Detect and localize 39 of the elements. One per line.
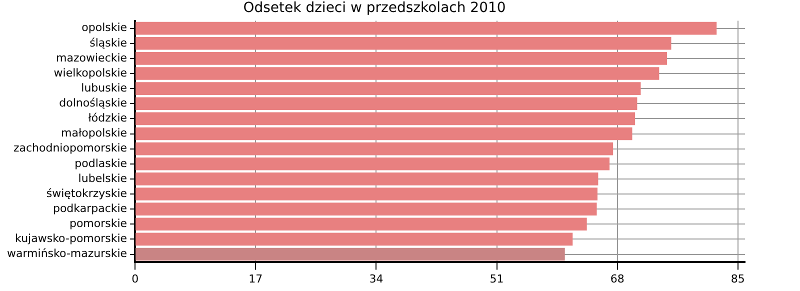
bar xyxy=(136,232,573,246)
bar xyxy=(136,127,632,140)
bar xyxy=(136,36,672,50)
y-tick-label: dolnośląskie xyxy=(59,96,128,110)
bar xyxy=(136,248,565,261)
bar xyxy=(136,112,636,126)
y-tick-label: zachodniopomorskie xyxy=(13,142,128,155)
y-tick-label: świętokrzyskie xyxy=(46,186,128,200)
bar xyxy=(136,142,614,156)
bar xyxy=(136,82,641,95)
x-tick-label: 17 xyxy=(248,272,263,286)
y-tick-label: podlaskie xyxy=(74,156,128,170)
bar xyxy=(136,188,598,200)
y-tick-label: pomorskie xyxy=(69,217,128,230)
y-tick-label: małopolskie xyxy=(61,126,128,140)
bar xyxy=(136,67,660,80)
y-tick-label: łódzkie xyxy=(88,112,128,125)
y-tick-label: śląskie xyxy=(90,36,128,50)
y-tick-label: opolskie xyxy=(82,21,128,34)
bar xyxy=(136,52,667,65)
bar xyxy=(136,218,587,231)
bar xyxy=(136,97,638,110)
y-tick-label: kujawsko-pomorskie xyxy=(15,232,128,246)
y-tick-label: wielkopolskie xyxy=(54,66,128,80)
x-tick-label: 68 xyxy=(610,272,624,286)
y-tick-label: warmińsko-mazurskie xyxy=(6,247,128,260)
y-tick-label: mazowieckie xyxy=(56,51,128,64)
y-tick-label: podkarpackie xyxy=(52,202,128,215)
x-tick-label: 51 xyxy=(490,272,504,286)
bar xyxy=(136,172,598,186)
y-tick-label: lubuskie xyxy=(81,81,128,94)
bar xyxy=(136,22,717,35)
bar xyxy=(136,202,597,216)
y-tick-label: lubelskie xyxy=(78,172,128,185)
x-tick-label: 34 xyxy=(369,272,384,286)
chart-title: Odsetek dzieci w przedszkolach 2010 xyxy=(243,0,506,16)
bar xyxy=(136,157,610,170)
x-tick-label: 0 xyxy=(132,272,139,286)
x-tick-label: 85 xyxy=(730,272,745,286)
